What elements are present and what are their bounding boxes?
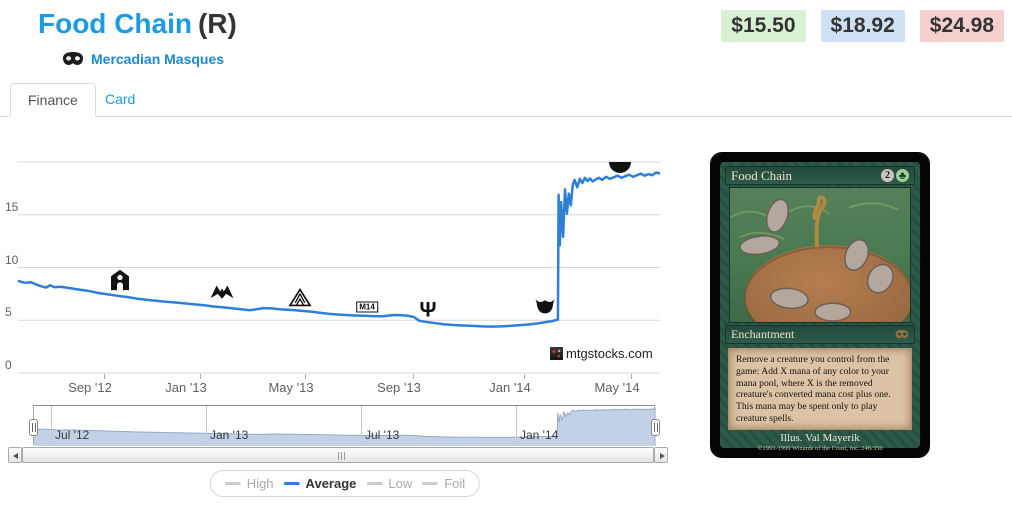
navigator-tick-label: Jan '13 (210, 428, 249, 442)
set-symbol-return-to-ravnica-icon (108, 269, 132, 297)
legend-item-low[interactable]: Low (366, 476, 412, 491)
x-axis-tick (413, 374, 414, 379)
x-axis-tick-label: May '13 (268, 380, 314, 395)
right-arrow-icon (660, 453, 665, 459)
page-title: Food Chain (R) (38, 8, 237, 40)
left-arrow-icon (13, 453, 18, 459)
mana-cost: 2 ♣ (881, 169, 909, 182)
price-chart-plot (17, 161, 661, 374)
legend-item-high[interactable]: High (224, 476, 274, 491)
price-badge-high: $24.98 (919, 10, 1004, 42)
set-symbol-gatecrash-icon (210, 284, 234, 305)
tab-finance[interactable]: Finance (10, 83, 96, 117)
scrollbar-right-arrow-button[interactable] (654, 447, 668, 463)
navigator-right-handle[interactable] (651, 419, 660, 436)
x-axis-tick (305, 374, 306, 379)
legend-dash-icon (422, 482, 439, 485)
x-axis-tick (631, 374, 632, 379)
navigator-tick-label: Jul '12 (55, 428, 90, 442)
range-navigator[interactable]: Jul '12 Jan '13 Jul '13 Jan '14 (33, 405, 656, 446)
legend-dash-icon (283, 482, 300, 485)
navigator-tick-label: Jan '14 (520, 428, 559, 442)
navigator-tick (206, 406, 207, 446)
set-symbol-born-of-the-gods-icon (534, 299, 556, 322)
legend-label: Low (388, 476, 413, 491)
rarity-label: (R) (197, 8, 237, 39)
scrollbar-left-arrow-button[interactable] (8, 447, 22, 463)
set-release-marker-layer: M14 Ψ (0, 125, 690, 375)
price-badge-low: $15.50 (721, 10, 806, 42)
y-axis-tick-label: 10 (5, 252, 19, 267)
x-axis-tick-label: Sep '12 (68, 380, 112, 395)
scrollbar-thumb[interactable] (22, 447, 654, 463)
chart-scrollbar (8, 447, 668, 463)
x-axis-tick (524, 374, 525, 379)
chart-legend: High Average Low Foil (209, 470, 481, 497)
x-axis-tick-label: May '14 (594, 380, 640, 395)
mana-green-tree-icon: ♣ (896, 169, 909, 182)
price-badge-average: $18.92 (820, 10, 905, 42)
y-axis-tick-label: 0 (5, 358, 12, 372)
set-name-link[interactable]: Mercadian Masques (91, 51, 225, 67)
legend-label: Average (305, 476, 357, 491)
tab-bar: Finance Card (0, 83, 1012, 117)
set-symbol-theros-icon: Ψ (419, 298, 437, 322)
legend-item-average[interactable]: Average (283, 476, 357, 491)
x-axis-tick-label: Jan '13 (165, 380, 207, 395)
mercadian-masques-mask-icon (63, 52, 83, 65)
x-axis-tick-label: Sep '13 (377, 380, 421, 395)
watermark: mtgstocks.com (550, 346, 653, 361)
set-row: Mercadian Masques (62, 51, 224, 67)
set-symbol-mask-icon (895, 330, 909, 339)
mana-generic-icon: 2 (881, 169, 894, 182)
x-axis-labels: Sep '12 Jan '13 May '13 Sep '13 Jan '14 May '… (0, 374, 690, 396)
set-symbol-magic-2014-icon: M14 (356, 301, 378, 313)
navigator-tick (51, 406, 52, 446)
legend-label: High (246, 476, 274, 491)
legend-dash-icon (224, 482, 241, 485)
navigator-tick-label: Jul '13 (365, 428, 400, 442)
y-axis-tick-label: 15 (5, 199, 19, 214)
card-title-bar: Food Chain 2 ♣ (725, 166, 915, 185)
legend-item-foil[interactable]: Foil (422, 476, 465, 491)
x-axis-tick (200, 374, 201, 379)
card-frame: Food Chain 2 ♣ (720, 162, 920, 452)
price-badges: $15.50 $18.92 $24.98 (721, 10, 1004, 42)
navigator-tick (361, 406, 362, 446)
card-copyright: ©1993-1999 Wizards of the Coast, Inc. 24… (757, 445, 883, 452)
watermark-text: mtgstocks.com (566, 346, 653, 361)
legend-label: Foil (444, 476, 466, 491)
card-image: Food Chain 2 ♣ (710, 152, 930, 458)
card-title: Food Chain (731, 167, 793, 183)
legend-dash-icon (366, 482, 383, 485)
scrollbar-grip-icon (338, 452, 345, 460)
card-name-heading: Food Chain (38, 8, 192, 39)
card-artwork (729, 187, 911, 323)
set-symbol-journey-into-nyx-icon (609, 162, 631, 173)
x-axis-tick (104, 374, 105, 379)
card-rules-text: Remove a creature you control from the g… (728, 348, 912, 430)
y-axis-tick-label: 5 (5, 305, 12, 320)
x-axis-tick-label: Jan '14 (489, 380, 531, 395)
card-artist-credit: Illus. Val Mayerik (780, 432, 860, 444)
tab-card[interactable]: Card (105, 91, 136, 107)
mtgstocks-logo-icon (550, 347, 563, 360)
navigator-area-chart (34, 408, 656, 446)
navigator-left-handle[interactable] (29, 419, 38, 436)
set-symbol-dragons-maze-icon (288, 288, 312, 312)
card-set-symbol (895, 330, 909, 339)
card-type-line: Enchantment (731, 327, 795, 341)
card-type-bar: Enchantment (725, 325, 915, 344)
navigator-tick (516, 406, 517, 446)
